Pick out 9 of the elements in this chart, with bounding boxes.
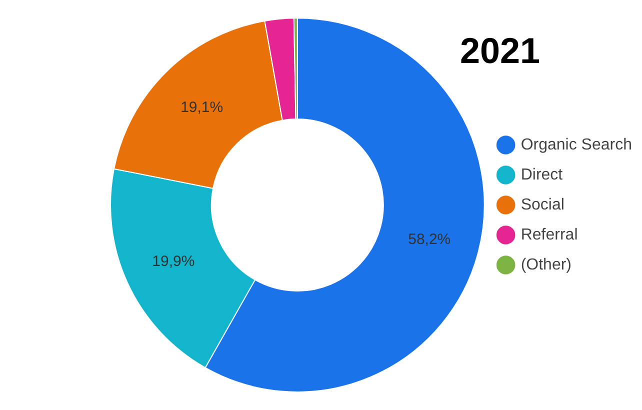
- chart-title: 2021: [458, 30, 542, 72]
- legend-label: (Other): [520, 256, 572, 274]
- data-label: 19,9%: [152, 253, 195, 270]
- legend-label: Direct: [520, 166, 564, 184]
- legend-label: Organic Search: [520, 136, 632, 154]
- legend-label: Social: [520, 196, 564, 214]
- data-label: 19,1%: [180, 98, 224, 116]
- data-label: 58,2%: [408, 230, 451, 248]
- legend-label: Referral: [520, 226, 578, 244]
